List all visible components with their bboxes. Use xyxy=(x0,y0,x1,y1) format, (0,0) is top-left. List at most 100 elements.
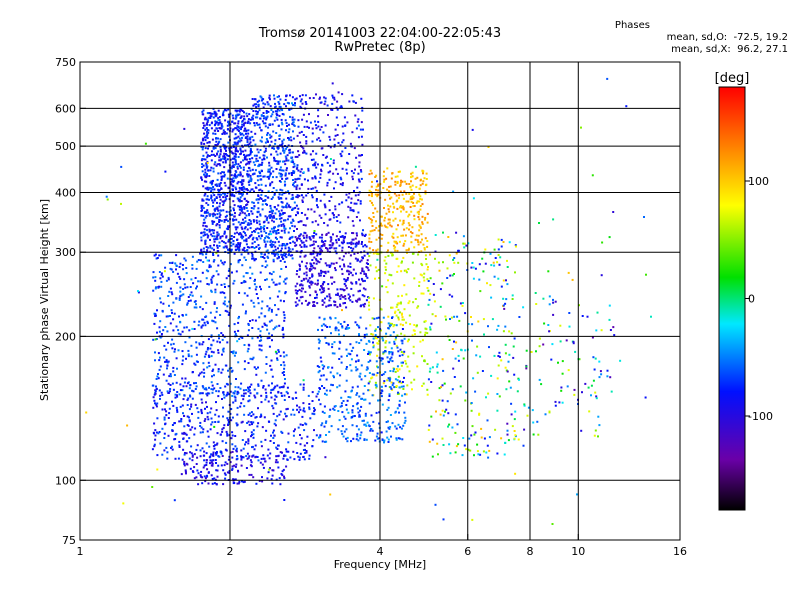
data-point xyxy=(351,131,354,134)
data-point xyxy=(277,349,280,352)
data-point xyxy=(206,246,209,249)
data-point xyxy=(599,370,602,373)
data-point xyxy=(163,432,166,435)
data-point xyxy=(411,232,414,235)
data-point xyxy=(219,433,222,436)
data-point xyxy=(222,302,225,305)
data-point xyxy=(223,300,226,303)
data-point xyxy=(265,118,268,121)
data-point xyxy=(179,420,182,423)
data-point xyxy=(153,254,156,257)
data-point xyxy=(204,175,207,178)
data-point xyxy=(159,356,161,359)
data-point xyxy=(209,181,212,184)
data-point xyxy=(178,297,181,300)
data-point xyxy=(375,220,377,223)
data-point xyxy=(334,250,337,253)
data-point xyxy=(223,230,226,233)
data-point xyxy=(344,147,347,149)
data-point xyxy=(542,297,545,300)
data-point xyxy=(390,196,393,199)
data-point xyxy=(211,199,214,202)
data-point xyxy=(478,278,481,281)
data-point xyxy=(182,355,185,358)
data-point xyxy=(236,141,239,144)
data-point xyxy=(272,176,274,179)
data-point xyxy=(203,388,206,391)
data-point xyxy=(366,266,369,269)
data-point xyxy=(302,134,305,136)
data-point xyxy=(252,110,255,112)
data-point xyxy=(215,409,218,412)
data-point xyxy=(223,181,226,184)
data-point xyxy=(186,303,189,306)
data-point xyxy=(377,336,380,338)
data-point xyxy=(202,214,205,217)
data-point xyxy=(200,325,203,328)
data-point xyxy=(522,306,525,309)
data-point xyxy=(191,459,194,462)
data-point xyxy=(388,341,391,344)
data-point xyxy=(426,212,429,215)
data-point xyxy=(316,293,318,296)
data-point xyxy=(516,390,519,393)
data-point xyxy=(248,179,251,182)
data-point xyxy=(170,343,173,346)
data-point xyxy=(358,161,361,164)
data-point xyxy=(239,223,242,226)
data-point xyxy=(484,262,487,265)
data-point xyxy=(216,213,219,216)
data-point xyxy=(180,294,183,297)
data-point xyxy=(190,278,193,281)
data-point xyxy=(365,333,368,336)
data-point xyxy=(401,328,404,330)
data-point xyxy=(312,250,315,252)
data-point xyxy=(292,408,295,411)
data-point xyxy=(280,220,283,223)
data-point xyxy=(276,415,279,418)
data-point xyxy=(230,235,233,237)
data-point xyxy=(200,470,203,473)
data-point xyxy=(425,258,427,260)
cluster-12 xyxy=(85,77,652,525)
data-point xyxy=(456,315,459,318)
data-point xyxy=(389,414,392,416)
data-point xyxy=(362,270,365,273)
data-point xyxy=(253,154,256,157)
data-point xyxy=(302,402,305,405)
data-point xyxy=(206,120,209,123)
data-point xyxy=(439,305,442,308)
data-point xyxy=(329,247,331,250)
data-point xyxy=(326,224,329,227)
data-point xyxy=(404,180,407,183)
data-point xyxy=(399,437,402,440)
data-point xyxy=(343,265,346,268)
data-point xyxy=(343,241,345,244)
data-point xyxy=(234,150,237,152)
data-point xyxy=(338,257,341,260)
data-point xyxy=(247,173,250,176)
data-point xyxy=(213,240,216,243)
data-point xyxy=(493,275,496,278)
data-point xyxy=(232,166,235,168)
data-point xyxy=(191,397,194,400)
data-point xyxy=(344,280,347,283)
data-point xyxy=(221,455,224,457)
data-point xyxy=(270,434,272,437)
data-point xyxy=(297,125,300,128)
data-point xyxy=(368,237,371,240)
data-point xyxy=(338,347,341,350)
data-point xyxy=(268,175,271,178)
data-point xyxy=(606,375,609,378)
data-point xyxy=(222,391,225,394)
data-point xyxy=(296,303,299,306)
data-point xyxy=(394,183,397,186)
data-point xyxy=(268,337,271,339)
data-point xyxy=(224,309,227,312)
data-point xyxy=(513,418,516,421)
data-point xyxy=(203,231,205,234)
data-point xyxy=(392,382,395,385)
data-point xyxy=(264,122,267,125)
data-point xyxy=(399,205,402,207)
data-point xyxy=(261,189,264,192)
